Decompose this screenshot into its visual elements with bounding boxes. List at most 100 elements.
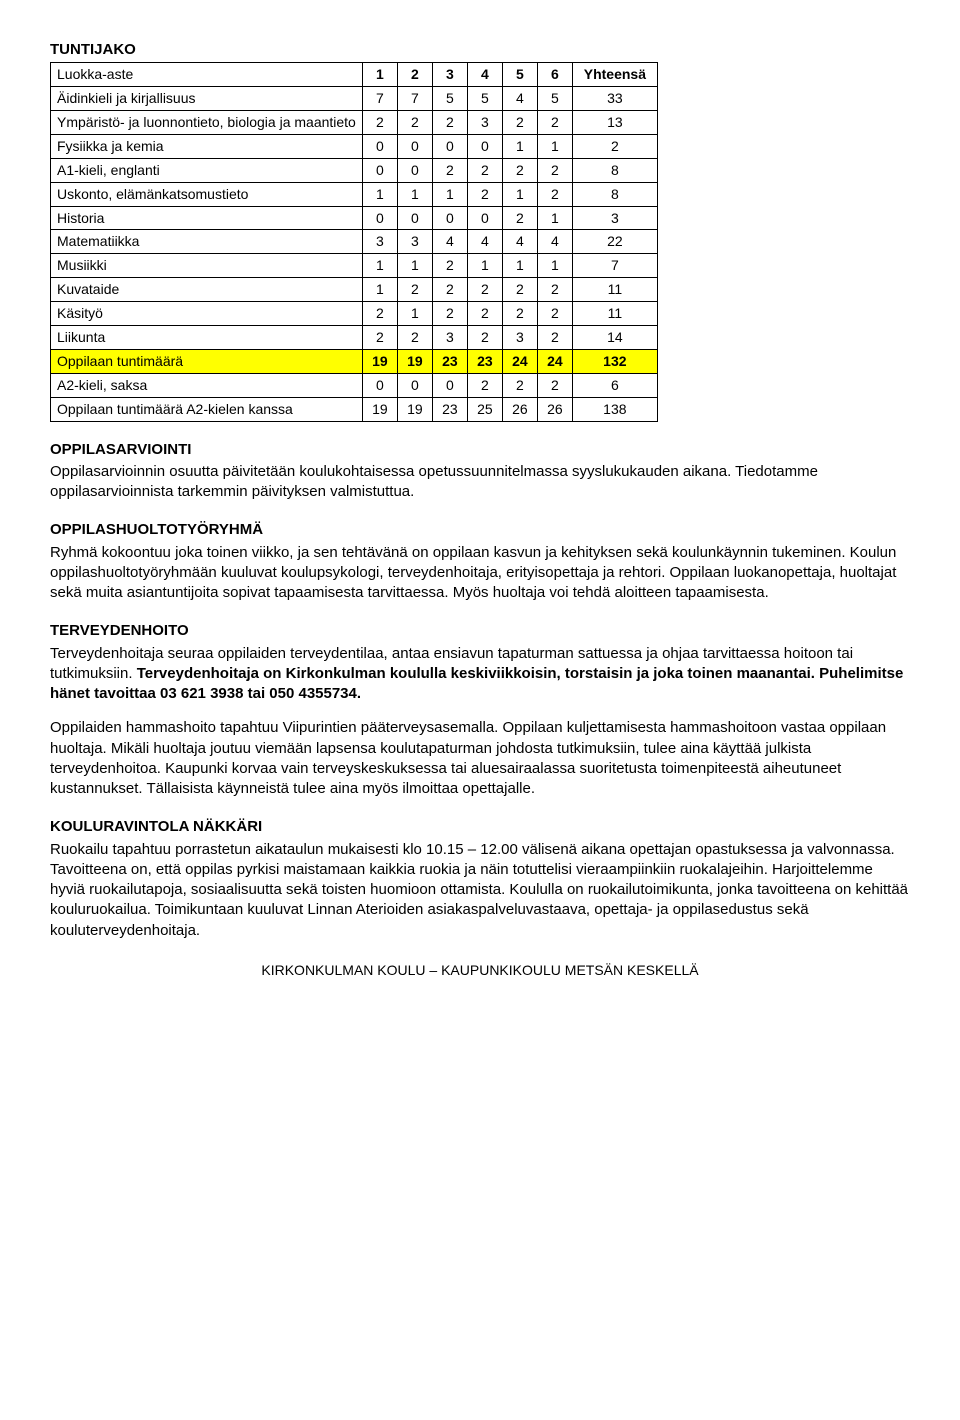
- row-label: Ympäristö- ja luonnontieto, biologia ja …: [51, 111, 363, 135]
- row-cell: 26: [502, 397, 537, 421]
- row-label: Historia: [51, 206, 363, 230]
- table-row: Oppilaan tuntimäärä A2-kielen kanssa1919…: [51, 397, 658, 421]
- row-cell: 4: [502, 87, 537, 111]
- row-cell: 1: [467, 254, 502, 278]
- row-cell: 3: [362, 230, 397, 254]
- header-col: 2: [397, 63, 432, 87]
- row-cell: 2: [537, 111, 572, 135]
- row-cell: 19: [397, 349, 432, 373]
- row-cell: 1: [362, 278, 397, 302]
- row-label: Fysiikka ja kemia: [51, 134, 363, 158]
- row-cell: 19: [362, 349, 397, 373]
- row-cell: 2: [537, 182, 572, 206]
- row-cell: 25: [467, 397, 502, 421]
- row-cell: 2: [362, 111, 397, 135]
- header-col: 3: [432, 63, 467, 87]
- row-cell: 1: [537, 134, 572, 158]
- row-cell: 0: [467, 134, 502, 158]
- row-label: A1-kieli, englanti: [51, 158, 363, 182]
- row-cell: 1: [397, 182, 432, 206]
- row-cell: 8: [572, 182, 657, 206]
- row-cell: 1: [397, 254, 432, 278]
- row-label: Oppilaan tuntimäärä A2-kielen kanssa: [51, 397, 363, 421]
- row-cell: 33: [572, 87, 657, 111]
- row-label: Käsityö: [51, 302, 363, 326]
- row-cell: 2: [467, 158, 502, 182]
- row-cell: 138: [572, 397, 657, 421]
- row-cell: 4: [537, 230, 572, 254]
- row-cell: 19: [397, 397, 432, 421]
- oppilashuolto-text: Ryhmä kokoontuu joka toinen viikko, ja s…: [50, 543, 910, 604]
- row-cell: 0: [397, 373, 432, 397]
- row-cell: 11: [572, 278, 657, 302]
- row-cell: 0: [467, 206, 502, 230]
- oppilasarviointi-block: OPPILASARVIOINTI Oppilasarvioinnin osuut…: [50, 440, 910, 503]
- row-cell: 3: [502, 326, 537, 350]
- row-cell: 7: [397, 87, 432, 111]
- row-cell: 6: [572, 373, 657, 397]
- row-cell: 5: [467, 87, 502, 111]
- row-label: Uskonto, elämänkatsomustieto: [51, 182, 363, 206]
- row-cell: 2: [397, 278, 432, 302]
- row-cell: 1: [537, 254, 572, 278]
- row-cell: 2: [362, 326, 397, 350]
- row-cell: 2: [432, 302, 467, 326]
- table-row: Käsityö21222211: [51, 302, 658, 326]
- header-col: 4: [467, 63, 502, 87]
- table-row: Ympäristö- ja luonnontieto, biologia ja …: [51, 111, 658, 135]
- table-row: Fysiikka ja kemia0000112: [51, 134, 658, 158]
- row-cell: 2: [397, 111, 432, 135]
- row-cell: 11: [572, 302, 657, 326]
- row-cell: 0: [397, 134, 432, 158]
- row-cell: 2: [432, 254, 467, 278]
- oppilasarviointi-text: Oppilasarvioinnin osuutta päivitetään ko…: [50, 462, 910, 503]
- row-cell: 1: [537, 206, 572, 230]
- row-cell: 2: [502, 373, 537, 397]
- row-cell: 1: [397, 302, 432, 326]
- row-cell: 2: [362, 302, 397, 326]
- table-row: Oppilaan tuntimäärä191923232424132: [51, 349, 658, 373]
- tuntijako-table: Luokka-aste 1 2 3 4 5 6 Yhteensä Äidinki…: [50, 62, 658, 421]
- row-cell: 0: [362, 134, 397, 158]
- row-cell: 7: [362, 87, 397, 111]
- row-cell: 1: [502, 254, 537, 278]
- row-cell: 3: [572, 206, 657, 230]
- table-row: Äidinkieli ja kirjallisuus77554533: [51, 87, 658, 111]
- row-cell: 14: [572, 326, 657, 350]
- row-cell: 2: [467, 373, 502, 397]
- row-cell: 4: [502, 230, 537, 254]
- row-cell: 2: [467, 182, 502, 206]
- terveydenhoito-p1b: Terveydenhoitaja on Kirkonkulman koulull…: [50, 665, 903, 702]
- row-cell: 26: [537, 397, 572, 421]
- header-col: 5: [502, 63, 537, 87]
- row-cell: 0: [362, 158, 397, 182]
- terveydenhoito-p1: Terveydenhoitaja seuraa oppilaiden terve…: [50, 644, 910, 705]
- row-cell: 132: [572, 349, 657, 373]
- ravintola-block: KOULURAVINTOLA NÄKKÄRI Ruokailu tapahtuu…: [50, 817, 910, 941]
- section-oppilashuolto-title: OPPILASHUOLTOTYÖRYHMÄ: [50, 520, 910, 540]
- row-cell: 2: [537, 278, 572, 302]
- header-col: 1: [362, 63, 397, 87]
- row-label: Oppilaan tuntimäärä: [51, 349, 363, 373]
- row-cell: 2: [537, 373, 572, 397]
- row-label: Matematiikka: [51, 230, 363, 254]
- row-cell: 0: [397, 158, 432, 182]
- row-cell: 2: [432, 278, 467, 302]
- row-cell: 3: [397, 230, 432, 254]
- row-cell: 0: [432, 134, 467, 158]
- row-cell: 0: [397, 206, 432, 230]
- table-row: Matematiikka33444422: [51, 230, 658, 254]
- row-cell: 24: [502, 349, 537, 373]
- table-row: A2-kieli, saksa0002226: [51, 373, 658, 397]
- terveydenhoito-block: TERVEYDENHOITO Terveydenhoitaja seuraa o…: [50, 621, 910, 799]
- row-label: A2-kieli, saksa: [51, 373, 363, 397]
- row-cell: 2: [502, 278, 537, 302]
- row-label: Äidinkieli ja kirjallisuus: [51, 87, 363, 111]
- row-label: Musiikki: [51, 254, 363, 278]
- row-cell: 3: [467, 111, 502, 135]
- table-row: Uskonto, elämänkatsomustieto1112128: [51, 182, 658, 206]
- header-label: Luokka-aste: [51, 63, 363, 87]
- row-cell: 2: [537, 302, 572, 326]
- ravintola-text: Ruokailu tapahtuu porrastetun aikataulun…: [50, 840, 910, 941]
- row-cell: 2: [572, 134, 657, 158]
